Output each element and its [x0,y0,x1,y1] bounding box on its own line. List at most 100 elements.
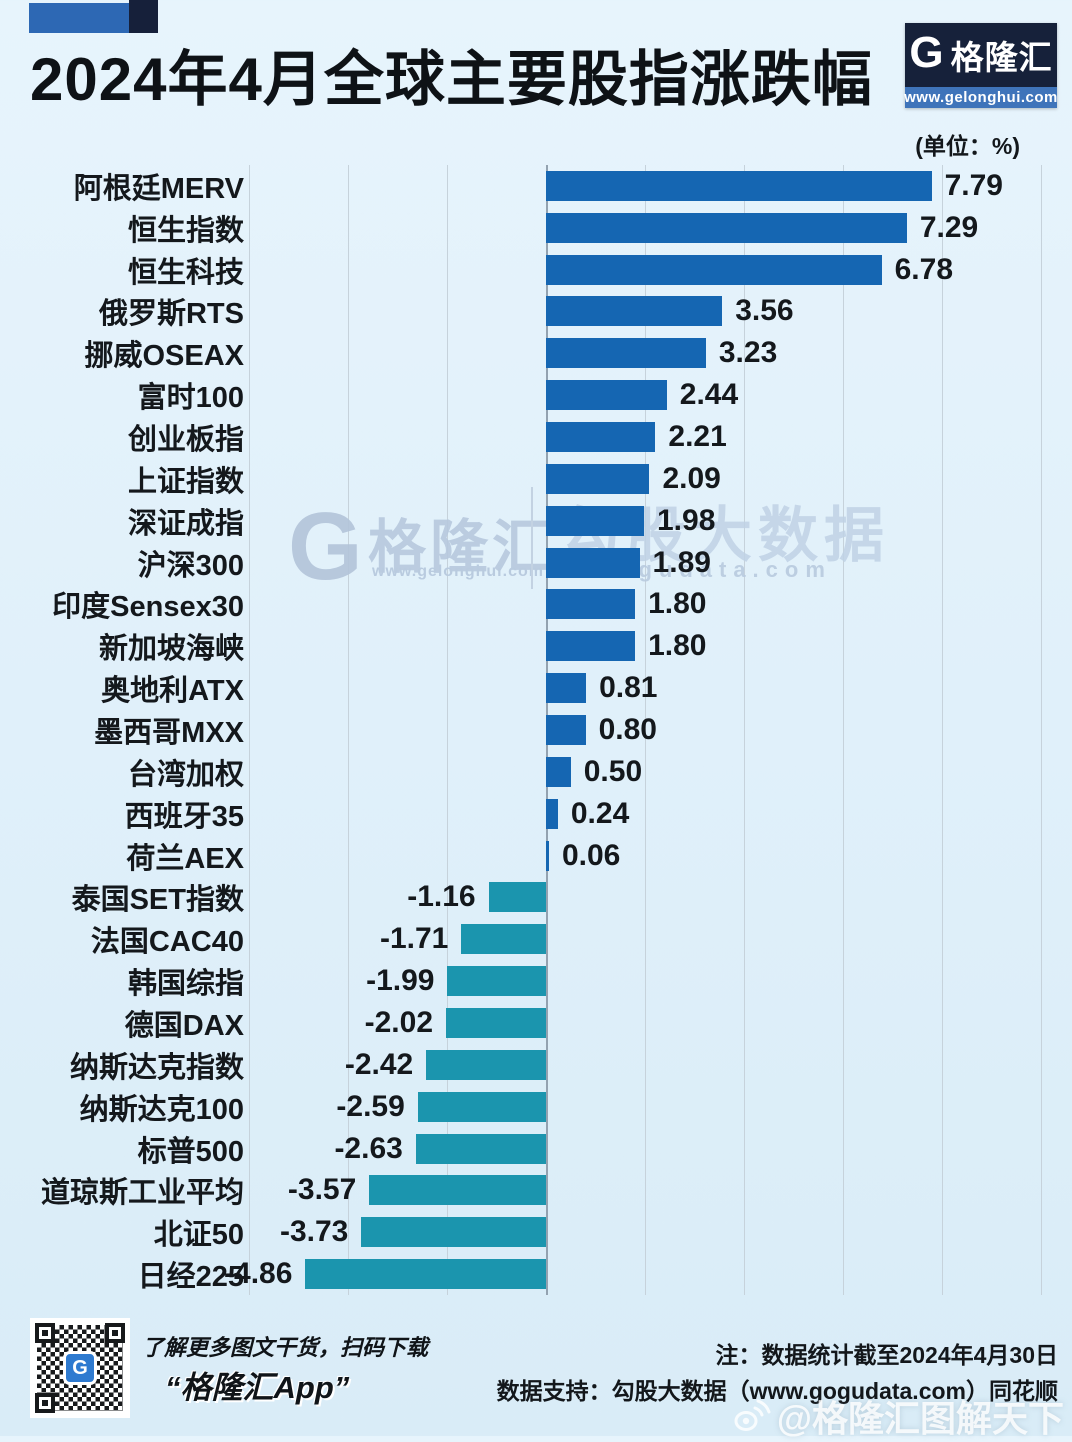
bar-row: 北证50 -3.73 [0,1211,1072,1253]
bar-value-label: 1.89 [652,545,711,579]
bar-category-label: 北证50 [153,1219,244,1252]
bar-category-label: 恒生指数 [127,214,244,247]
bar-value-label: 7.29 [919,210,979,244]
bar-category-label: 阿根廷MERV [73,172,244,205]
unit-label: (单位：%) [915,133,1020,159]
bar-value-label: 0.80 [598,712,657,746]
bar-category-label: 上证指数 [127,465,244,498]
qr-center-g-icon: G [63,1351,97,1385]
bar-value-label: 0.24 [570,796,630,830]
qr-caption-line1: 了解更多图文干货，扫码下载 [142,1335,429,1360]
bar [546,463,650,494]
bar-value-label: -2.63 [334,1131,403,1165]
bar-category-label: 新加坡海峡 [98,633,244,666]
gridline [249,165,250,1295]
qr-finder-icon [35,1393,55,1413]
bar-value-label: -2.42 [344,1047,414,1081]
bar-category-label: 纳斯达克指数 [69,1051,244,1084]
gelonghui-url-strip: www.gelonghui.com [904,87,1058,108]
bar-category-label: 奥地利ATX [101,675,244,708]
bar-category-label: 沪深300 [137,549,244,582]
gridline [744,165,745,1295]
bar [546,589,636,620]
bar-row: 俄罗斯RTS 3.56 [0,291,1072,333]
bar-row: 道琼斯工业平均 -3.57 [0,1169,1072,1211]
bar-row: 法国CAC40 -1.71 [0,918,1072,960]
gridline [843,165,844,1295]
bar [426,1049,546,1080]
bar [546,547,640,578]
watermark-g-icon: G [288,493,363,600]
bar-row: 西班牙35 0.24 [0,793,1072,835]
gelonghui-logo-top: G 格隆汇 [905,23,1057,87]
bar-value-label: -2.02 [364,1005,434,1039]
data-cutoff-note: 注：数据统计截至2024年4月30日 [715,1342,1058,1368]
page-title: 2024年4月全球主要股指涨跌幅 [30,46,873,113]
bar-value-label: 6.78 [894,252,953,286]
bar-category-label: 纳斯达克100 [79,1093,244,1126]
watermark-divider [531,487,533,589]
gridline [645,165,646,1295]
bar-row: 荷兰AEX 0.06 [0,835,1072,877]
bar-row: 阿根廷MERV 7.79 [0,165,1072,207]
bar-row: 日经225 -4.86 [0,1253,1072,1295]
bar-value-label: 2.21 [668,420,727,454]
bar-value-label: -4.86 [224,1257,293,1291]
bar [546,840,549,871]
bar-value-label: 0.06 [561,838,621,872]
gelonghui-brand-text: 格隆汇 [950,39,1053,76]
bar-value-label: 2.44 [679,378,739,412]
bar [546,170,932,201]
bar [305,1259,546,1290]
bar-row: 标普500 -2.63 [0,1128,1072,1170]
bar [417,1091,546,1122]
bar-value-label: -1.71 [379,922,449,956]
bar [546,798,558,829]
bar [488,882,546,913]
bar-category-label: 日经225 [137,1261,244,1294]
bar-row: 韩国综指 -1.99 [0,960,1072,1002]
bar-category-label: 泰国SET指数 [71,884,244,917]
gridline [447,165,448,1295]
weibo-watermark-text: @格隆汇图解天下 [776,1398,1064,1439]
qr-caption-line2: “格隆汇App” [165,1370,350,1405]
data-source-note: 数据支持：勾股大数据（www.gogudata.com）同花顺 [496,1378,1058,1404]
bar-value-label: -3.57 [287,1173,357,1207]
bar-row: 深证成指 1.98 [0,500,1072,542]
gridline [1041,165,1042,1295]
bar [461,924,546,955]
bar [369,1175,546,1206]
bar-value-label: 0.81 [599,671,658,705]
watermark-brand-text: 格隆汇 [368,515,555,580]
bar-row: 泰国SET指数 -1.16 [0,876,1072,918]
bar-value-label: -2.59 [336,1089,405,1123]
bar-value-label: 2.09 [662,461,721,495]
bar-category-label: 韩国综指 [127,968,244,1001]
bar-row: 沪深300 1.89 [0,542,1072,584]
bar-value-label: -1.16 [407,880,476,914]
bar-category-label: 荷兰AEX [126,842,244,875]
bar [546,254,882,285]
bar-category-label: 墨西哥MXX [94,716,244,749]
bar-row: 墨西哥MXX 0.80 [0,709,1072,751]
bar [546,296,723,327]
bar-row: 纳斯达克指数 -2.42 [0,1044,1072,1086]
bar [546,673,587,704]
bar [447,966,546,997]
bar-category-label: 西班牙35 [124,800,244,833]
bar-category-label: 标普500 [137,1135,244,1168]
bar-row: 德国DAX -2.02 [0,1002,1072,1044]
bar-row: 奥地利ATX 0.81 [0,667,1072,709]
qr-finder-icon [35,1323,55,1343]
bar-chart: G 格隆汇 www.gelonghui.com 勾股大数据 ogudata.co… [0,165,1072,1295]
bar-value-label: 1.80 [648,629,707,663]
bar-row: 纳斯达克100 -2.59 [0,1086,1072,1128]
bar-category-label: 台湾加权 [127,758,244,791]
bar-row: 印度Sensex30 1.80 [0,584,1072,626]
weibo-icon [731,1396,771,1436]
bar-row: 富时100 2.44 [0,374,1072,416]
bar-category-label: 法国CAC40 [90,926,244,959]
bar [546,756,571,787]
bar-category-label: 印度Sensex30 [52,591,244,624]
bar-category-label: 恒生科技 [127,256,244,289]
